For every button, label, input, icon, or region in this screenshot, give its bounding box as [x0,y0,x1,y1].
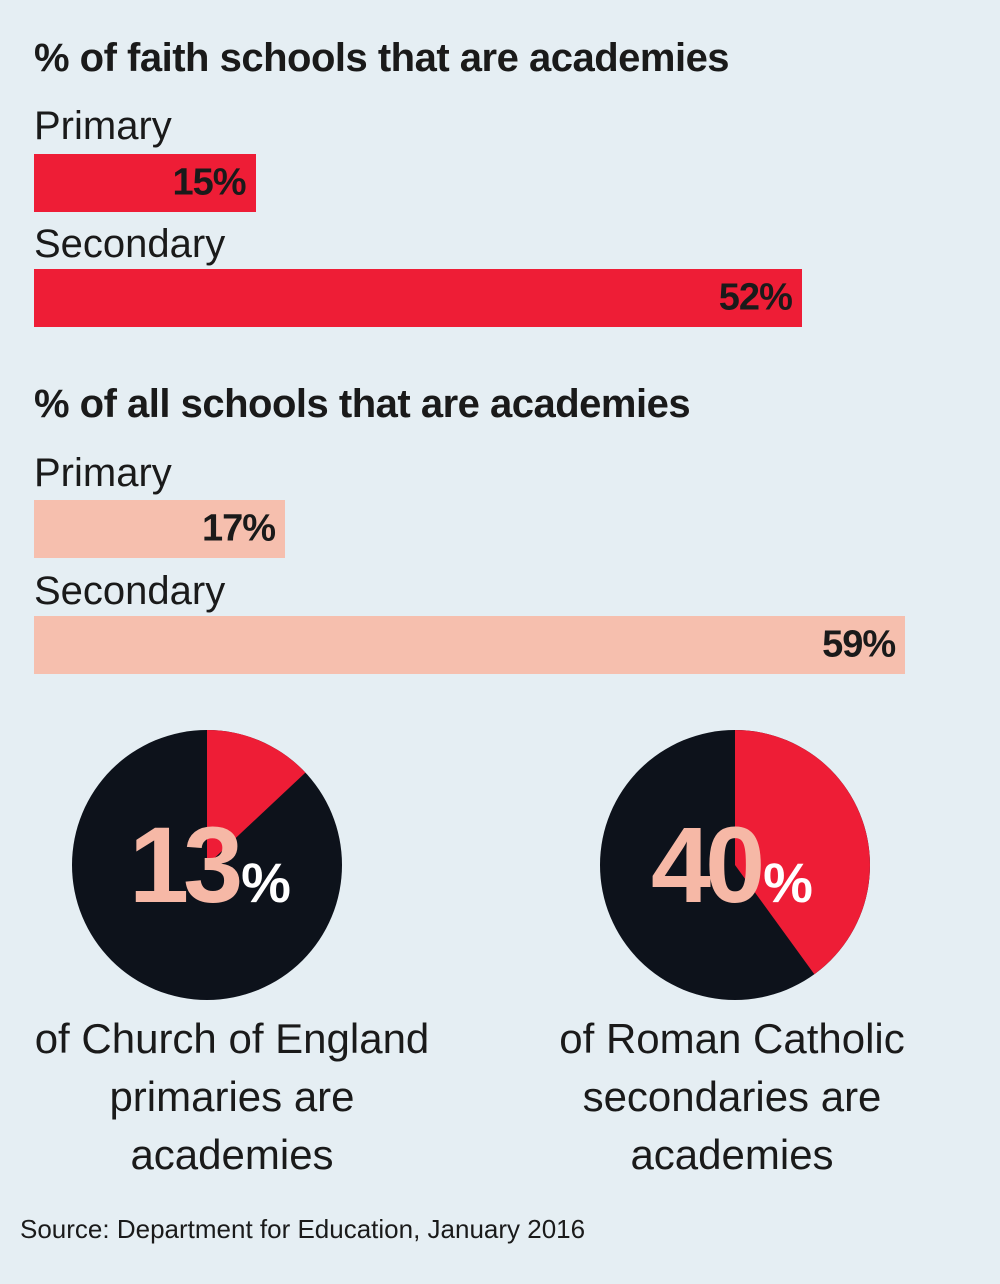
rc-pie-slice [735,730,870,975]
rc-caption-line-3: academies [630,1131,834,1178]
faith-primary-label: Primary [34,104,172,148]
all-primary-value: 17% [201,507,276,550]
coe-pie-svg [72,730,342,1000]
rc-caption: of Roman Catholic secondaries are academ… [502,1010,962,1184]
faith-secondary-label: Secondary [34,222,226,266]
rc-percent-sign: % [763,851,813,914]
coe-percent-sign: % [241,851,291,914]
rc-caption-line-2: secondaries are [582,1073,882,1120]
faith-primary-bar: 15% [34,154,256,212]
rc-pie-chart [600,730,870,1000]
all-primary-label: Primary [34,451,172,495]
all-primary-bar: 17% [34,500,286,558]
faith-chart-title: % of faith schools that are academies [34,36,730,80]
coe-big-figure: 13% [129,811,291,919]
source-note: Source: Department for Education, Januar… [20,1214,586,1244]
coe-caption-line-1: of Church of England [34,1015,430,1062]
faith-secondary-bar: 52% [34,269,802,327]
coe-caption-line-2: primaries are [109,1073,355,1120]
coe-big-number: 13 [129,804,243,925]
rc-big-figure: 40% [651,811,813,919]
faith-primary-value: 15% [172,161,246,204]
rc-pie-svg [600,730,870,1000]
all-secondary-label: Secondary [34,569,226,613]
faith-secondary-value: 52% [718,276,793,319]
all-secondary-value: 59% [822,623,896,666]
rc-caption-line-1: of Roman Catholic [559,1015,905,1062]
all-secondary-bar: 59% [34,616,906,674]
rc-big-number: 40 [651,804,765,925]
coe-caption-line-3: academies [130,1131,334,1178]
coe-pie-chart [72,730,342,1000]
all-chart-title: % of all schools that are academies [34,382,691,426]
coe-caption: of Church of England primaries are acade… [2,1010,462,1184]
coe-pie-slice [207,730,306,865]
